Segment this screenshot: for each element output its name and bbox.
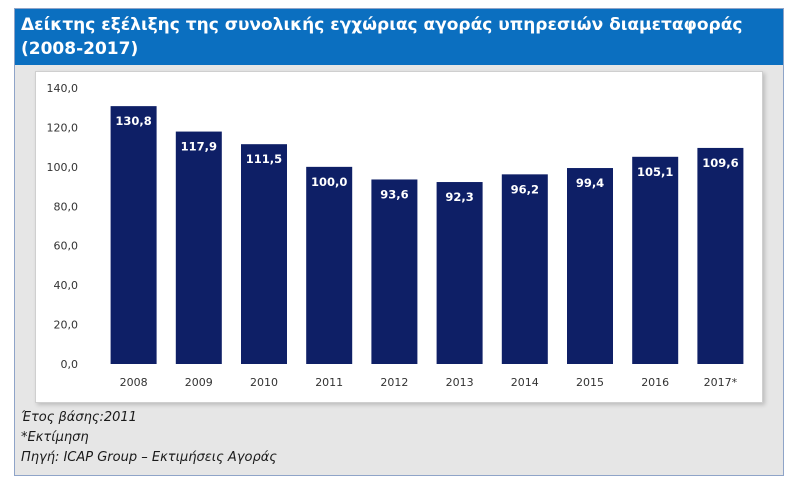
bar-2009 <box>175 131 222 364</box>
bar-2014 <box>501 174 548 364</box>
x-tick-label: 2009 <box>185 376 213 389</box>
bar-2016 <box>632 156 679 364</box>
x-tick-label: 2014 <box>511 376 539 389</box>
bar-2011 <box>306 166 353 364</box>
x-tick-label: 2008 <box>120 376 148 389</box>
data-label: 92,3 <box>445 190 473 204</box>
data-label: 96,2 <box>511 182 539 196</box>
y-tick-label: 40,0 <box>54 279 79 292</box>
bar-2015 <box>567 168 613 364</box>
data-label: 130,8 <box>115 114 151 128</box>
bar-2017* <box>697 147 744 364</box>
x-tick-label: 2013 <box>446 376 474 389</box>
bar-chart: 0,0 20,0 40,0 60,0 80,0 100,0 120,0 140,0 130,8 2… <box>47 82 744 389</box>
bar-2008 <box>110 106 157 364</box>
chart-title: Δείκτης εξέλιξης της συνολικής εγχώριας … <box>21 15 743 59</box>
estimate-note: *Εκτίμηση <box>21 430 89 445</box>
y-tick-label: 80,0 <box>54 200 79 213</box>
chart-frame: Δείκτης εξέλιξης της συνολικής εγχώριας … <box>14 8 784 476</box>
y-tick-label: 60,0 <box>54 240 79 253</box>
data-label: 105,1 <box>637 165 673 179</box>
y-tick-label: 20,0 <box>54 319 79 332</box>
data-label: 111,5 <box>246 152 282 166</box>
data-label: 117,9 <box>181 140 217 154</box>
y-tick-label: 100,0 <box>47 161 79 174</box>
data-label: 109,6 <box>702 156 738 170</box>
x-tick-label: 2017* <box>704 376 738 389</box>
data-label: 99,4 <box>576 176 604 190</box>
y-tick-label: 0,0 <box>61 358 79 371</box>
x-tick-label: 2015 <box>576 376 604 389</box>
data-label: 93,6 <box>380 187 408 201</box>
title-bar: Δείκτης εξέλιξης της συνολικής εγχώριας … <box>15 9 783 65</box>
y-tick-label: 140,0 <box>47 82 79 95</box>
x-tick-label: 2016 <box>641 376 669 389</box>
base-year-note: Έτος βάσης:2011 <box>21 410 137 425</box>
plot-area: 0,0 20,0 40,0 60,0 80,0 100,0 120,0 140,0 130,8 2… <box>35 71 763 403</box>
x-tick-label: 2010 <box>250 376 278 389</box>
bar-2012 <box>371 179 418 364</box>
footnotes: Έτος βάσης:2011 *Εκτίμηση Πηγή: ICAP Gro… <box>21 408 761 468</box>
bar-2013 <box>436 182 483 364</box>
y-tick-label: 120,0 <box>47 121 79 134</box>
bar-2010 <box>241 144 287 364</box>
x-tick-label: 2011 <box>315 376 343 389</box>
data-label: 100,0 <box>311 175 347 189</box>
x-tick-label: 2012 <box>380 376 408 389</box>
source-note: Πηγή: ICAP Group – Εκτιμήσεις Αγοράς <box>21 450 277 465</box>
